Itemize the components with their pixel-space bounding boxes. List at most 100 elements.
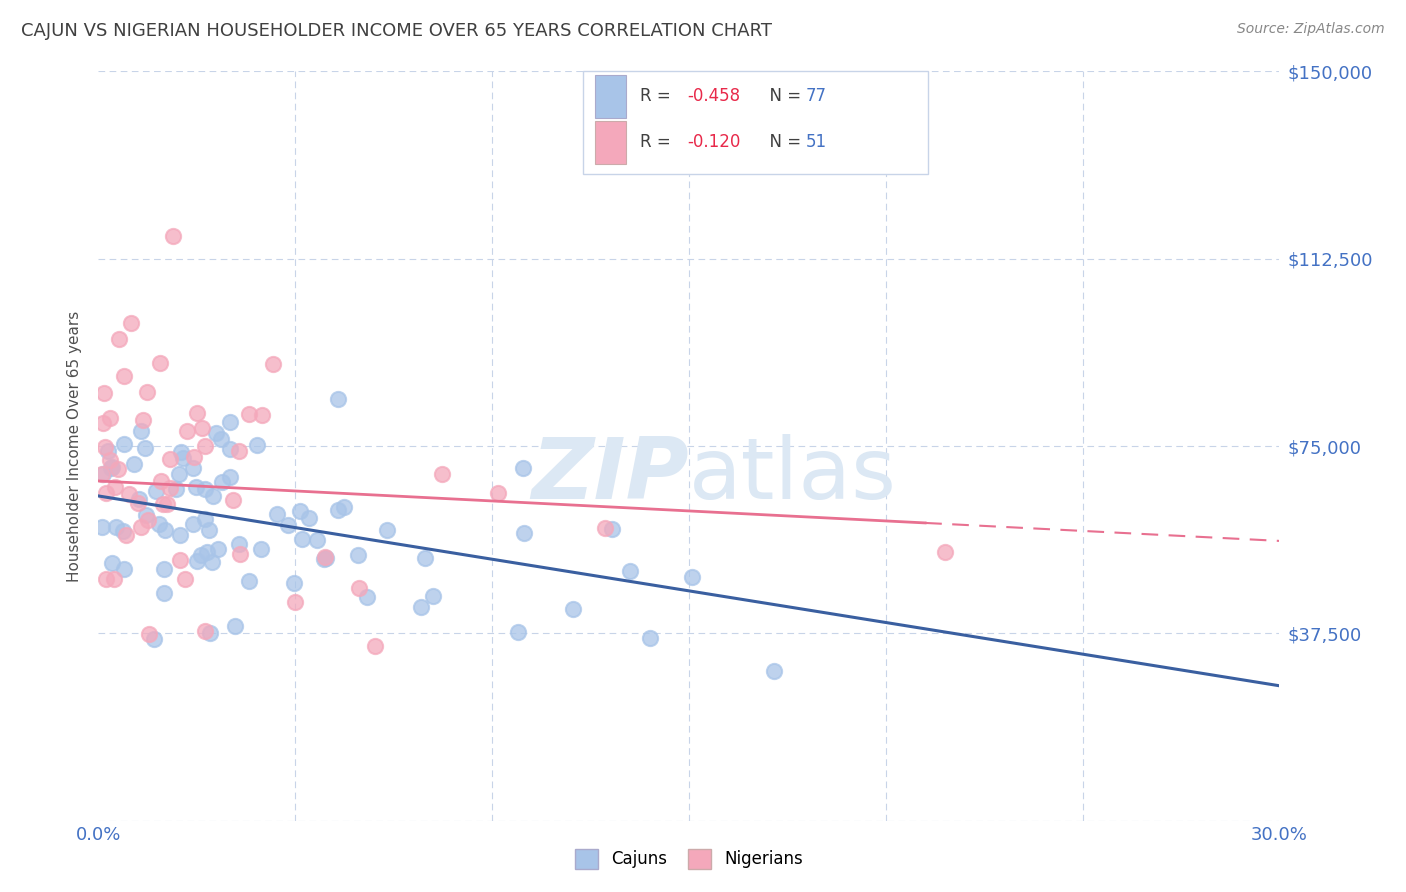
- Point: [229, 547, 252, 561]
- Point: [209, 432, 232, 446]
- Point: [91, 520, 114, 534]
- Point: [138, 513, 160, 527]
- Point: [314, 550, 336, 565]
- Point: [593, 521, 616, 535]
- Point: [307, 533, 329, 548]
- Point: [207, 541, 229, 556]
- Legend: Cajuns, Nigerians: Cajuns, Nigerians: [575, 849, 803, 869]
- Point: [277, 517, 299, 532]
- Point: [222, 493, 245, 508]
- Point: [409, 599, 432, 614]
- Point: [512, 461, 534, 475]
- Point: [152, 497, 174, 511]
- Point: [112, 368, 135, 383]
- Point: [120, 316, 142, 330]
- Point: [432, 467, 454, 481]
- Point: [506, 624, 529, 639]
- Point: [186, 554, 208, 568]
- Point: [145, 484, 167, 499]
- Point: [100, 459, 122, 474]
- Point: [114, 436, 136, 450]
- Point: [561, 602, 583, 616]
- Point: [104, 520, 127, 534]
- Point: [108, 332, 131, 346]
- Point: [128, 492, 150, 507]
- Point: [98, 411, 121, 425]
- Point: [315, 551, 337, 566]
- Point: [129, 424, 152, 438]
- Point: [211, 475, 233, 489]
- Point: [413, 551, 436, 566]
- Point: [118, 486, 141, 500]
- Point: [94, 572, 117, 586]
- Point: [101, 556, 124, 570]
- Point: [262, 357, 284, 371]
- Point: [291, 533, 314, 547]
- Point: [91, 467, 114, 481]
- Point: [246, 438, 269, 452]
- Point: [135, 508, 157, 523]
- Point: [191, 421, 214, 435]
- Point: [228, 537, 250, 551]
- Point: [165, 483, 187, 497]
- Point: [112, 524, 135, 538]
- Point: [96, 486, 118, 500]
- Point: [173, 572, 195, 586]
- Text: atlas: atlas: [689, 434, 897, 517]
- Point: [194, 439, 217, 453]
- Point: [159, 452, 181, 467]
- Point: [228, 444, 250, 458]
- Point: [486, 486, 509, 500]
- Point: [195, 545, 218, 559]
- Point: [170, 444, 193, 458]
- Point: [104, 480, 127, 494]
- Point: [190, 548, 212, 562]
- Point: [202, 489, 225, 503]
- Text: ZIP: ZIP: [531, 434, 689, 517]
- Point: [172, 450, 194, 465]
- Point: [266, 507, 288, 521]
- Text: -0.120: -0.120: [688, 133, 741, 152]
- Point: [169, 553, 191, 567]
- Point: [250, 542, 273, 557]
- Text: Source: ZipAtlas.com: Source: ZipAtlas.com: [1237, 22, 1385, 37]
- Text: R =: R =: [640, 133, 676, 152]
- Point: [149, 356, 172, 370]
- Point: [91, 467, 114, 481]
- Point: [356, 590, 378, 604]
- Point: [98, 453, 121, 467]
- Point: [194, 624, 217, 639]
- Text: 77: 77: [806, 87, 827, 105]
- Point: [513, 525, 536, 540]
- Point: [103, 573, 125, 587]
- Point: [219, 415, 242, 429]
- Point: [763, 664, 786, 678]
- Point: [681, 569, 703, 583]
- Point: [107, 461, 129, 475]
- Text: R =: R =: [640, 87, 676, 105]
- Point: [602, 522, 624, 536]
- Point: [252, 408, 274, 422]
- Point: [97, 444, 120, 458]
- Point: [218, 442, 240, 457]
- Point: [298, 511, 321, 525]
- Point: [127, 496, 149, 510]
- Point: [312, 551, 335, 566]
- Point: [148, 517, 170, 532]
- Point: [284, 595, 307, 609]
- Point: [153, 523, 176, 537]
- Point: [183, 450, 205, 464]
- Text: 51: 51: [806, 133, 827, 152]
- Text: CAJUN VS NIGERIAN HOUSEHOLDER INCOME OVER 65 YEARS CORRELATION CHART: CAJUN VS NIGERIAN HOUSEHOLDER INCOME OVE…: [21, 22, 772, 40]
- Point: [288, 503, 311, 517]
- Point: [197, 523, 219, 537]
- Point: [186, 406, 208, 420]
- Point: [194, 482, 217, 496]
- Point: [167, 467, 190, 482]
- Point: [156, 498, 179, 512]
- Point: [176, 425, 198, 439]
- Point: [132, 413, 155, 427]
- Point: [136, 384, 159, 399]
- Point: [346, 548, 368, 562]
- Point: [218, 470, 240, 484]
